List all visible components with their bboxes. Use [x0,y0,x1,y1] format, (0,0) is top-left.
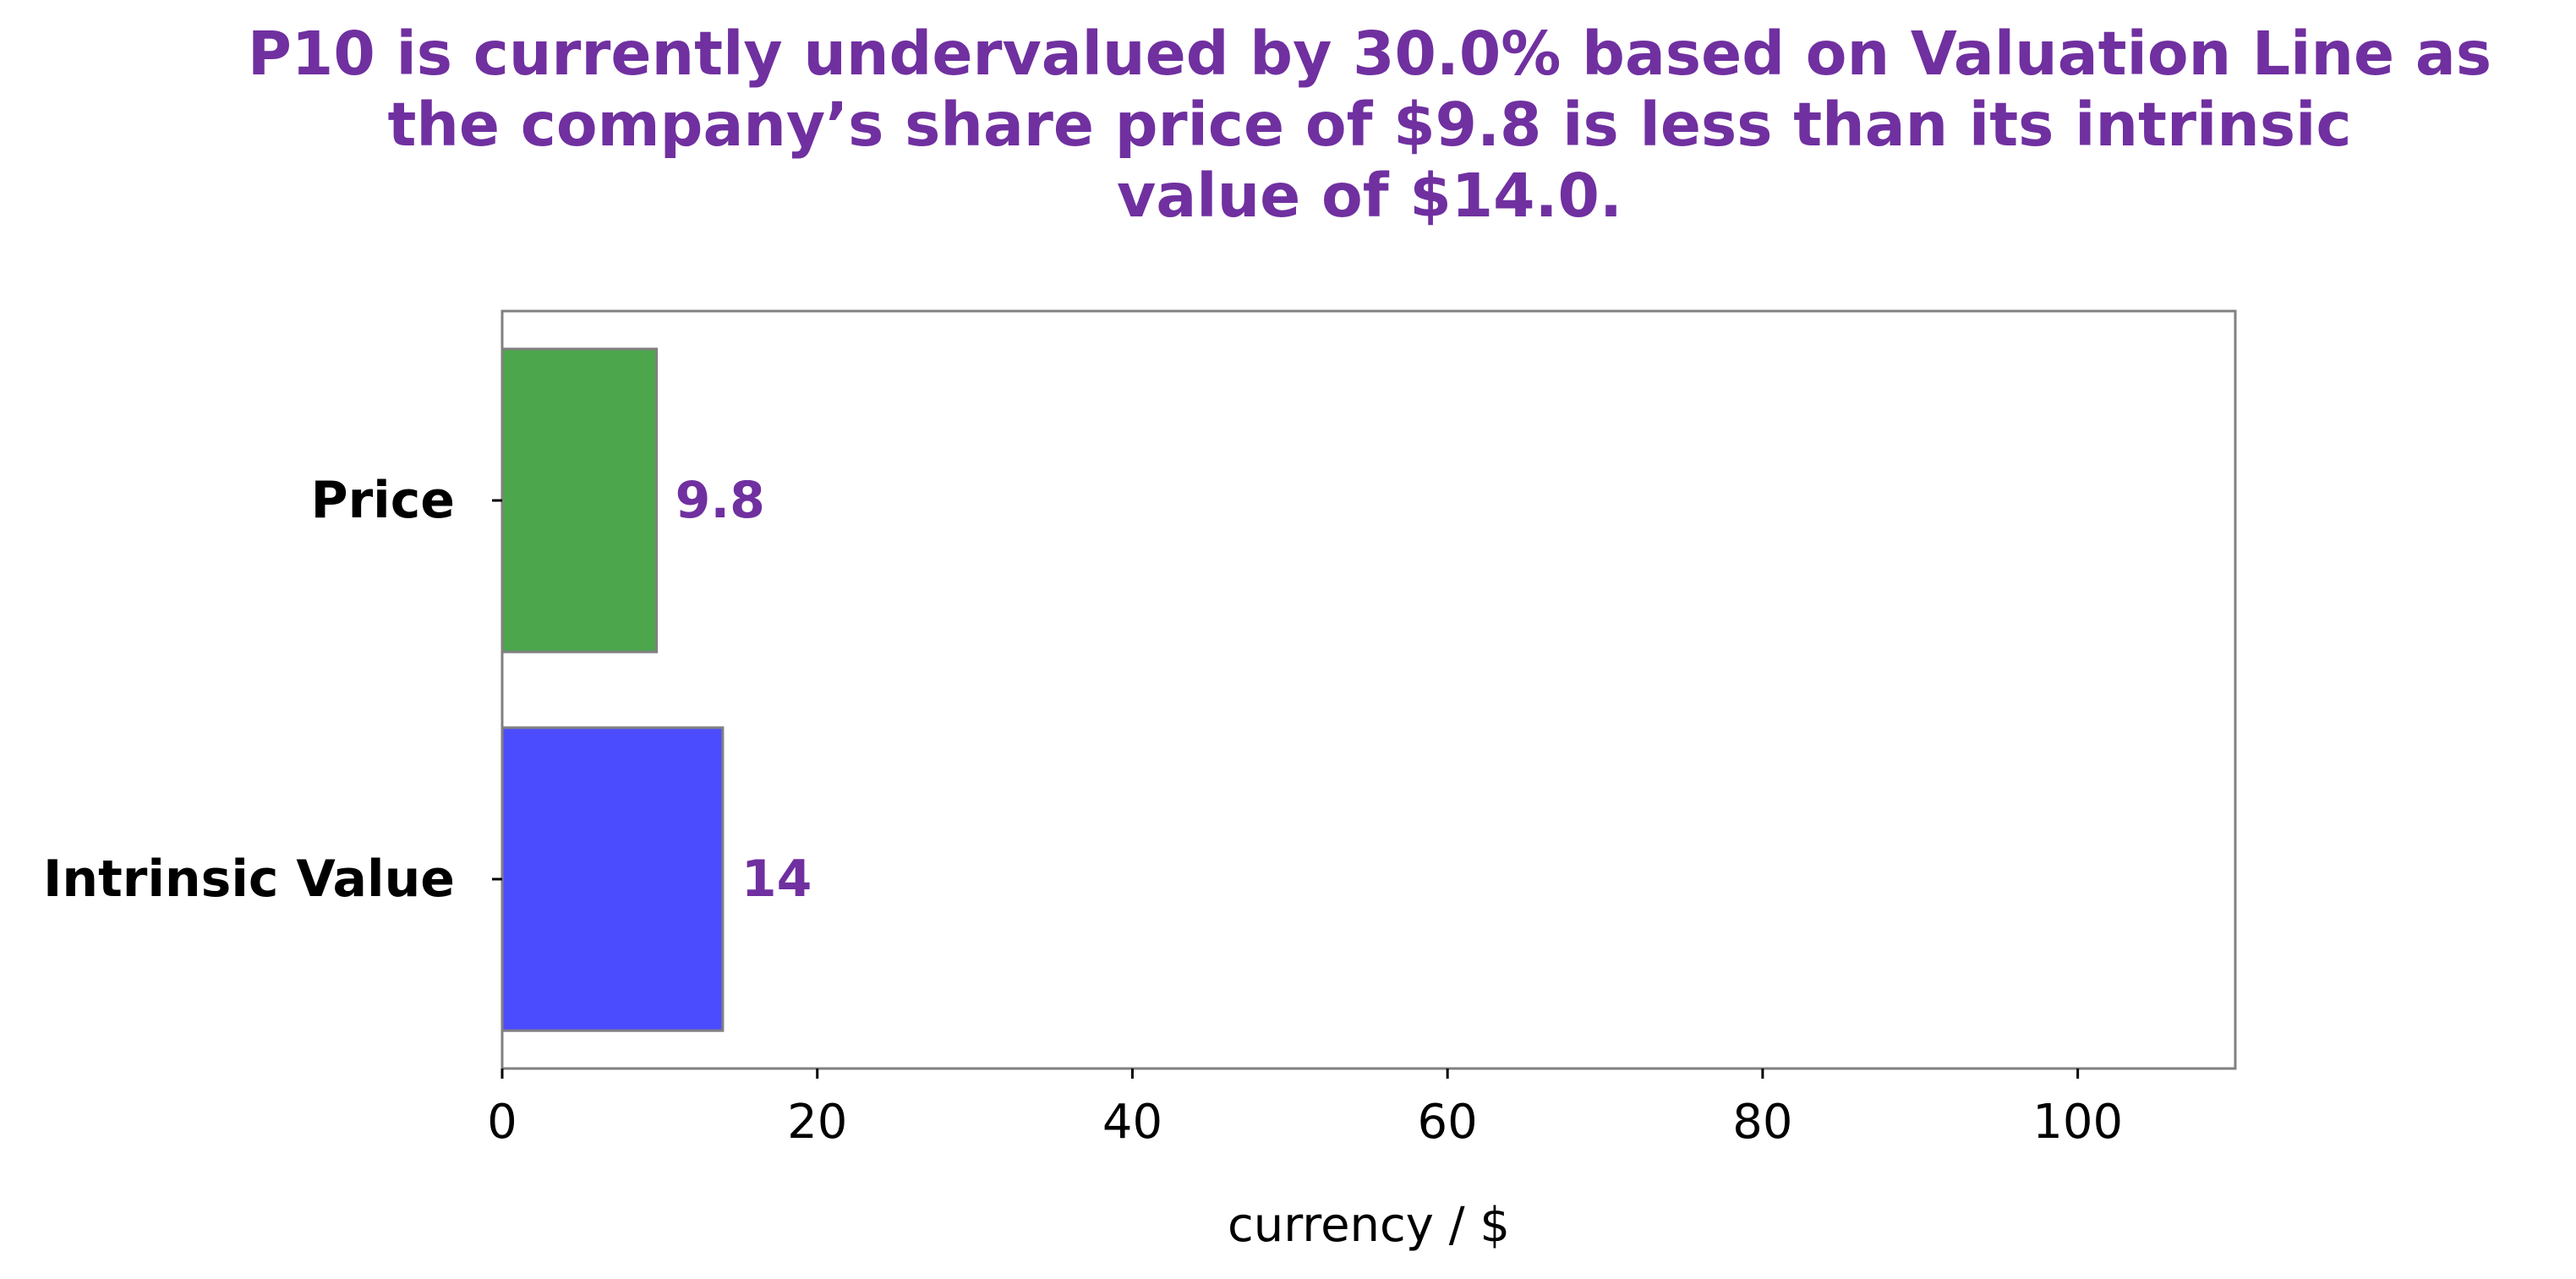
category-label-intrinsic-value: Intrinsic Value [43,850,455,909]
plot-area-frame [500,309,2237,1070]
bar-price [500,347,659,653]
x-tick-label-40: 40 [1102,1095,1162,1150]
data-label-intrinsic-value: 14 [741,850,812,909]
chart-title: P10 is currently undervalued by 30.0% ba… [248,19,2491,231]
chart-title-line-1: P10 is currently undervalued by 30.0% ba… [248,19,2491,89]
bar-intrinsic-value [500,726,725,1032]
data-label-price: 9.8 [675,471,765,530]
x-tick-label-100: 100 [2032,1095,2123,1150]
x-axis-label: currency / $ [1228,1198,1510,1253]
x-axis-ticks: 0 20 40 60 80 100 [487,1069,2123,1150]
data-labels: 9.8 14 [675,471,812,909]
y-axis-ticks: Price Intrinsic Value [43,471,502,909]
x-tick-label-20: 20 [787,1095,847,1150]
x-tick-label-0: 0 [487,1095,517,1150]
x-tick-label-60: 60 [1418,1095,1478,1150]
chart-title-line-3: value of $14.0. [1117,161,1622,231]
chart-title-line-2: the company’s share price of $9.8 is les… [387,90,2351,160]
bars [500,347,725,1032]
category-label-price: Price [311,471,455,530]
x-tick-label-80: 80 [1732,1095,1792,1150]
